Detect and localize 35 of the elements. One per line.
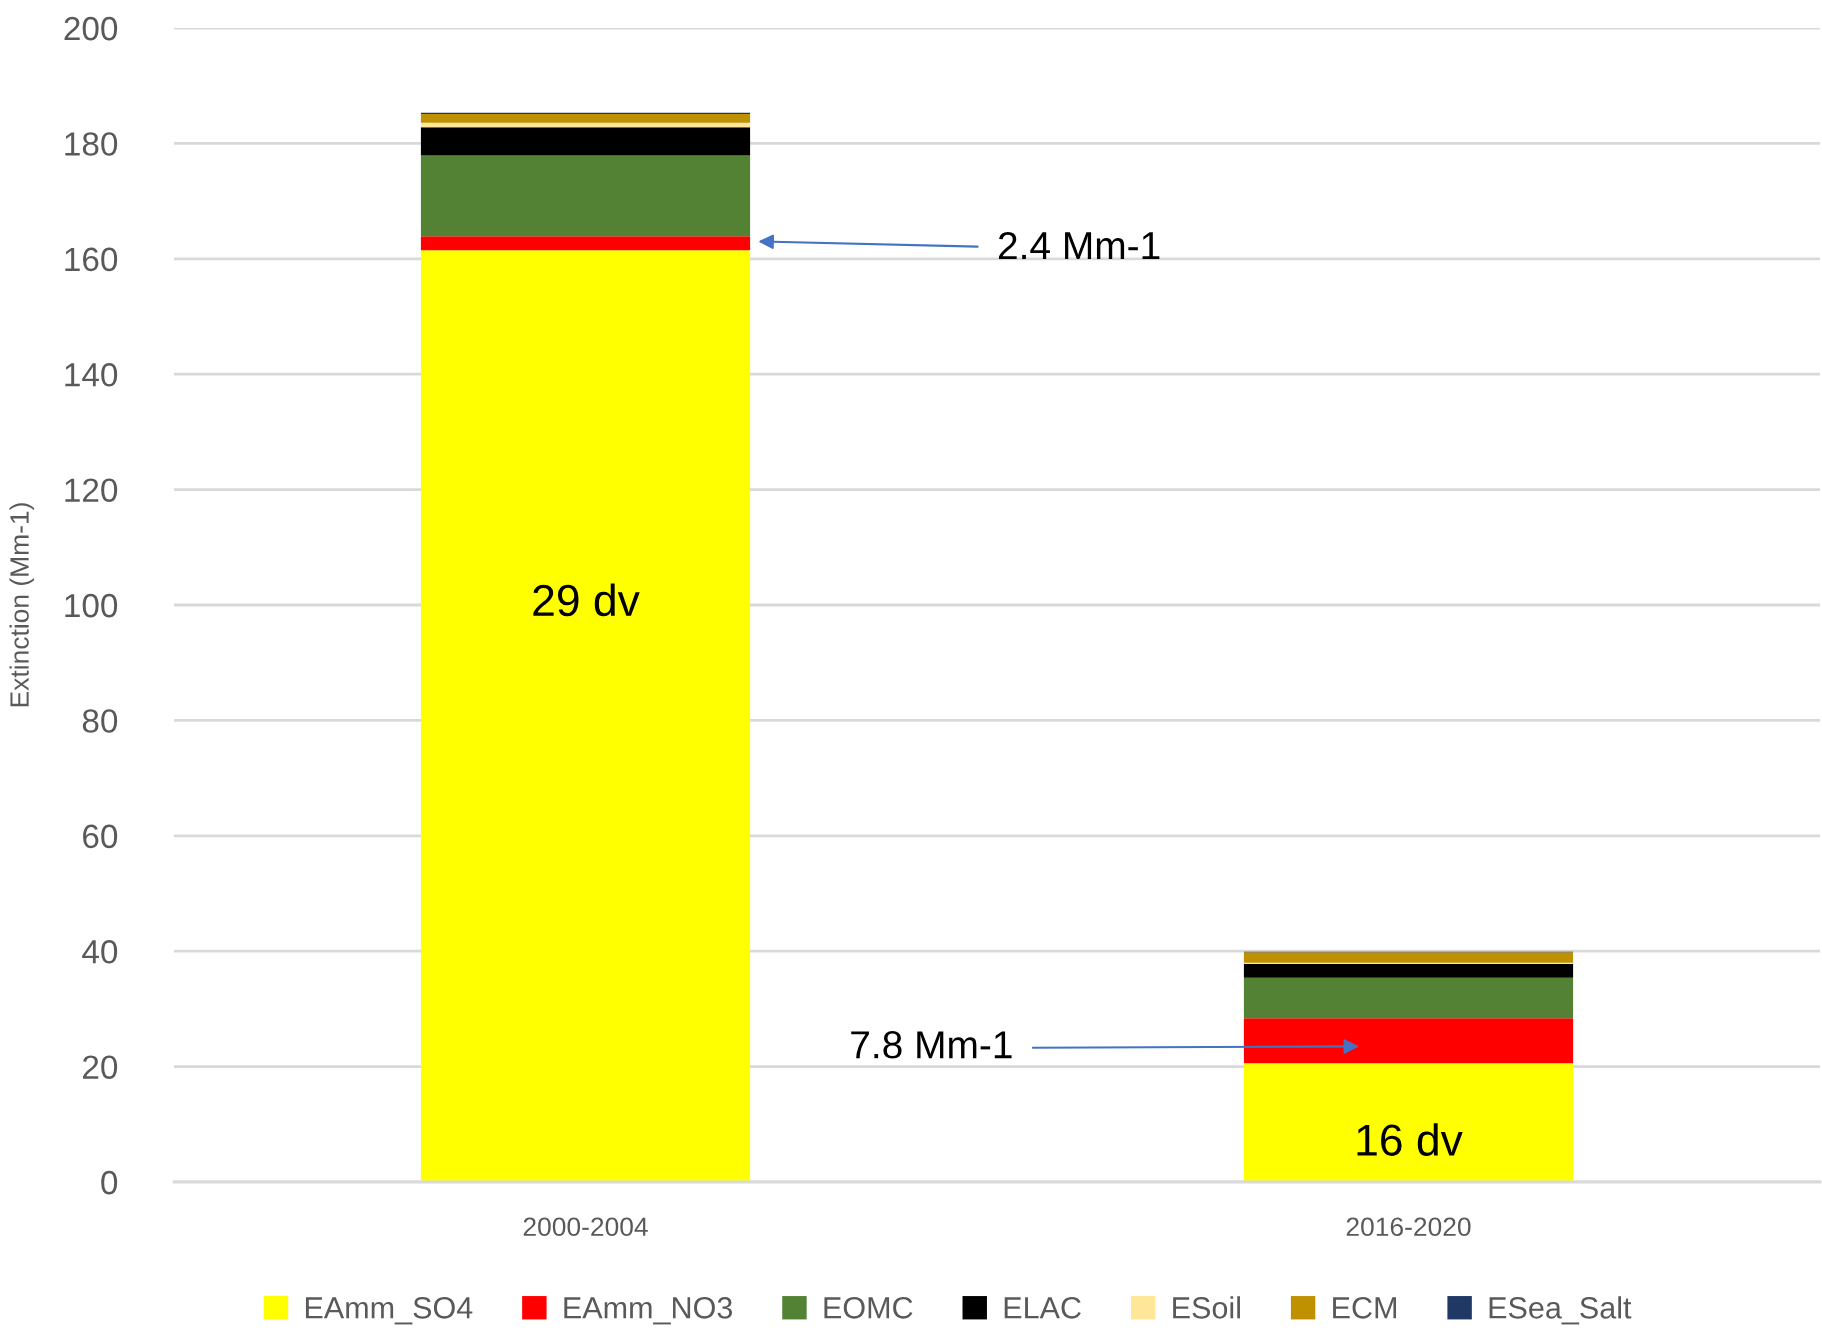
y-tick-label: 160: [65, 247, 118, 272]
y-tick-label: 20: [83, 1055, 118, 1080]
annotation: 16 dv: [1357, 1123, 1463, 1156]
x-tick-label: 2000-2004: [523, 1217, 648, 1237]
bar: [1243, 952, 1574, 963]
legend-label: ECM: [1333, 1297, 1396, 1319]
legend-label: EAmm_NO3: [564, 1297, 732, 1325]
legend-label: ESea_Salt: [1489, 1296, 1632, 1325]
bar: [420, 127, 751, 156]
y-tick-label: 180: [65, 132, 118, 156]
bar: [420, 155, 751, 237]
annotation: 29 dv: [533, 583, 640, 617]
legend-label: EOMC: [824, 1297, 913, 1319]
y-tick-label: 40: [82, 940, 118, 964]
y-tick-label: 80: [82, 709, 118, 733]
bar: [1243, 1018, 1574, 1064]
y-tick-label: 100: [65, 593, 118, 618]
bar: [420, 113, 751, 123]
y-axis-title: Extinction (Mm-1): [9, 503, 35, 707]
annotation: 2.4 Mm-1: [998, 231, 1160, 260]
bar: [420, 236, 751, 251]
y-tick-label: 140: [65, 363, 118, 387]
y-tick-label: 0: [101, 1170, 118, 1195]
legend-label: ELAC: [1004, 1297, 1081, 1319]
legend-label: ESoil: [1173, 1296, 1240, 1319]
bar: [1243, 1063, 1574, 1182]
y-tick-label: 200: [64, 16, 118, 41]
bar: [1243, 977, 1574, 1019]
bar: [420, 250, 751, 1182]
legend-label: EAmm_SO4: [305, 1297, 473, 1325]
bar: [1243, 963, 1574, 978]
y-tick-label: 60: [83, 824, 118, 849]
y-tick-label: 120: [65, 478, 118, 503]
x-tick-label: 2016-2020: [1346, 1217, 1471, 1237]
annotation: 7.8 Mm-1: [851, 1031, 1012, 1059]
